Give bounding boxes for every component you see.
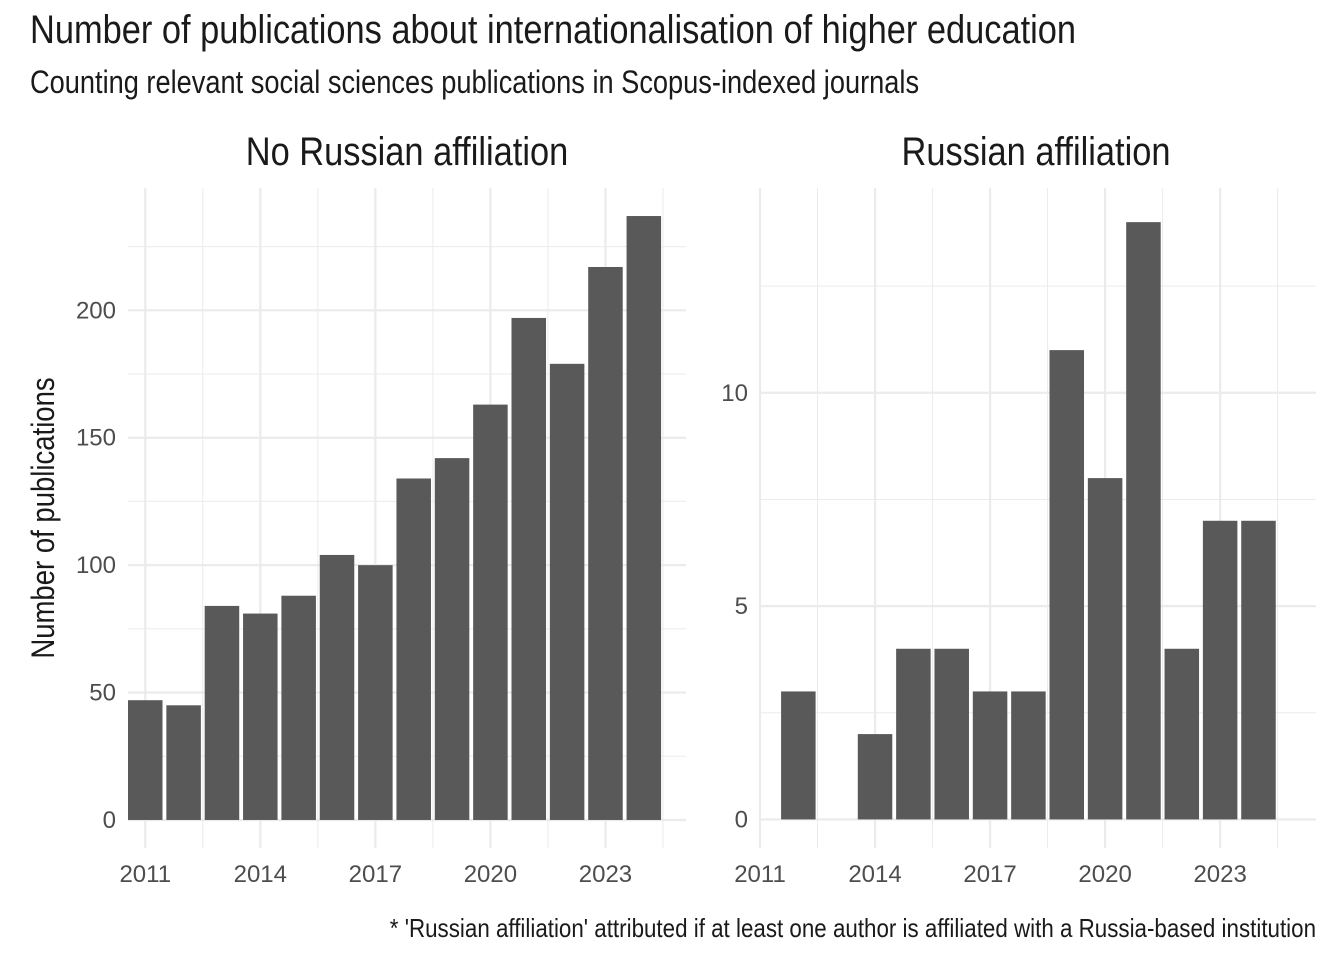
- x-tick-label: 2011: [119, 861, 171, 888]
- chart-subtitle: Counting relevant social sciences public…: [30, 64, 920, 100]
- bar: [1049, 350, 1085, 820]
- x-tick-label: 2020: [1078, 861, 1131, 888]
- tick-labels: 0 50 100 150 200 2011 2014 2017 2020 2023: [76, 297, 632, 888]
- y-tick-label: 200: [76, 297, 116, 324]
- x-tick-label: 2014: [848, 861, 901, 888]
- y-axis-label: Number of publications: [26, 377, 61, 658]
- bar: [473, 404, 508, 820]
- y-tick-label: 150: [76, 425, 116, 452]
- bar: [934, 648, 969, 820]
- x-tick-label: 2020: [464, 861, 517, 888]
- bar: [896, 648, 931, 820]
- chart-title: Number of publications about internation…: [30, 8, 1077, 52]
- bar: [549, 363, 585, 820]
- bar: [358, 565, 393, 820]
- bar: [396, 478, 431, 820]
- bar: [243, 613, 278, 820]
- bar: [1202, 520, 1238, 820]
- bars: [781, 222, 1276, 820]
- bars: [128, 216, 662, 820]
- y-tick-label: 0: [103, 807, 116, 834]
- bar: [434, 458, 470, 820]
- bar: [972, 691, 1008, 820]
- y-tick-label: 50: [89, 680, 116, 707]
- y-tick-label: 0: [735, 806, 748, 833]
- facet-title-russian-affiliation: Russian affiliation: [902, 129, 1171, 174]
- bar: [857, 734, 893, 820]
- bar: [626, 216, 662, 820]
- bar: [1087, 478, 1123, 820]
- bar: [588, 266, 623, 820]
- y-tick-label: 5: [735, 593, 748, 620]
- tick-labels: 0 5 10 2011 2014 2017 2020 2023: [721, 380, 1247, 888]
- x-tick-label: 2011: [734, 861, 786, 888]
- x-tick-label: 2017: [963, 861, 1016, 888]
- bar: [319, 554, 355, 820]
- x-tick-label: 2023: [579, 861, 632, 888]
- bar: [511, 317, 547, 820]
- bar: [1126, 222, 1161, 820]
- bar: [204, 605, 240, 820]
- x-tick-label: 2017: [349, 861, 402, 888]
- bar: [1164, 648, 1200, 820]
- x-tick-label: 2023: [1193, 861, 1246, 888]
- bar: [1011, 691, 1046, 820]
- bar: [781, 691, 816, 820]
- bar: [166, 705, 201, 820]
- y-tick-label: 10: [721, 380, 748, 407]
- x-tick-label: 2014: [234, 861, 287, 888]
- y-tick-label: 100: [76, 552, 116, 579]
- chart-caption: * 'Russian affiliation' attributed if at…: [389, 913, 1316, 943]
- bar: [1241, 520, 1276, 820]
- facet-no-russian-affiliation: No Russian affiliation 0 50 100 150 200 2011 2…: [76, 129, 686, 888]
- facet-russian-affiliation: Russian affiliation 0 5 10 2011 2014 2017 2020…: [721, 129, 1316, 888]
- bar: [281, 595, 316, 820]
- bar: [128, 700, 163, 820]
- facet-title-no-russian-affiliation: No Russian affiliation: [246, 129, 568, 174]
